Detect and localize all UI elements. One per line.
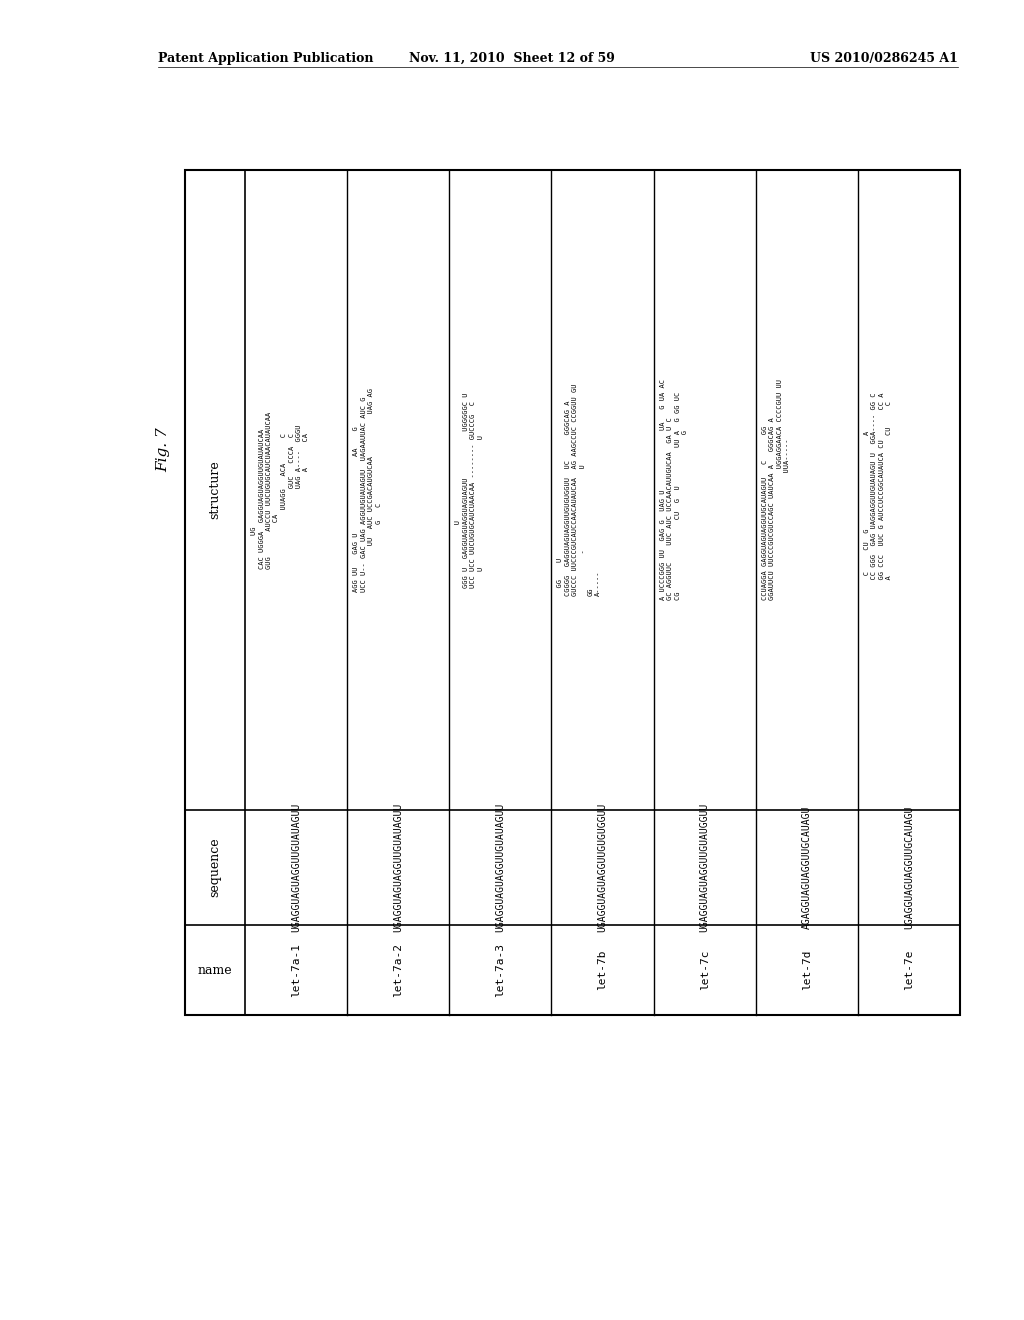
Text: sequence: sequence [209, 838, 221, 898]
Text: C     CU  G                      A
  CC GGG  GAG UAGGAGGUUGUAUAGU U  GGA---- GG : C CU G A CC GGG GAG UAGGAGGUUGUAUAGU U G… [864, 392, 892, 587]
Text: UGAGGUAGUAGGUUGUAUAGUU: UGAGGUAGUAGGUUGUAUAGUU [291, 803, 301, 932]
Text: AGAGGUAGUAGGUUGCAUAGU: AGAGGUAGUAGGUUGCAUAGU [802, 805, 812, 929]
Text: CCUAGGA GAGGUAGUAGGUUGCAUAGUU   C      GG
GGAUUCU UUCCCGUCGUCCAGC UAUCAA A   GGG: CCUAGGA GAGGUAGUAGGUUGCAUAGUU C GG GGAUU… [762, 380, 791, 601]
Text: UGAGGUAGUAGGUUGUAUAGUU: UGAGGUAGUAGGUUGUAUAGUU [393, 803, 403, 932]
Text: US 2010/0286245 A1: US 2010/0286245 A1 [810, 51, 958, 65]
Text: UGAGGUAGUAGGUUGCAUAGU: UGAGGUAGUAGGUUGCAUAGU [904, 805, 914, 929]
Text: A UCCCGGG UU  GAG G  UAG U              UA   G UA AC
GC AGGUUC    UUC AUC UCCAAC: A UCCCGGG UU GAG G UAG U UA G UA AC GC A… [659, 380, 688, 601]
Text: structure: structure [209, 461, 221, 519]
Text: let-7b: let-7b [597, 950, 607, 990]
Text: GG    U
CGGGG  GAGGUAGUAGGUUGUGUGGUU  UC      GGGCAG A
GUCCC UUCCCGUCAUCCAACAUAU: GG U CGGGG GAGGUAGUAGGUUGUGUGGUU UC GGGC… [557, 384, 601, 597]
Text: name: name [198, 964, 232, 977]
Text: let-7d: let-7d [802, 950, 812, 990]
Text: U
GGG U  GAGGUAGUAGGUAGUAGUU           UGGGGGC U
UCC UCC UUCUGUGCAUCUAACAA -----: U GGG U GAGGUAGUAGGUAGUAGUU UGGGGGC U UC… [456, 392, 483, 587]
Text: let-7a-2: let-7a-2 [393, 942, 403, 997]
Text: AGG UU   GAG U                  AA    G
UCC U-- GAC UAG AGGUUGUAUAGUU  UAGAAUUAC: AGG UU GAG U AA G UCC U-- GAC UAG AGGUUG… [353, 388, 382, 591]
Text: let-7c: let-7c [699, 950, 710, 990]
Text: UGAGGUAGUAGGUUGUAUAGUU: UGAGGUAGUAGGUUGUAUAGUU [496, 803, 506, 932]
Text: Patent Application Publication: Patent Application Publication [158, 51, 374, 65]
Text: UGAGGUAGUAGGUUGUAUGGUU: UGAGGUAGUAGGUUGUAUGGUU [699, 803, 710, 932]
Text: UG
CAC UGGGA  GAGGUAGUAGGUUGUAUAUCAA
GUG      AUCCU UUCUGUGCAUCUAACAUAUCAA
     : UG CAC UGGGA GAGGUAGUAGGUUGUAUAUCAA GUG … [251, 412, 309, 569]
Text: let-7a-1: let-7a-1 [291, 942, 301, 997]
Text: let-7e: let-7e [904, 950, 914, 990]
Text: Nov. 11, 2010  Sheet 12 of 59: Nov. 11, 2010 Sheet 12 of 59 [409, 51, 615, 65]
Bar [185, 170, 961, 1015]
Text: Fig. 7: Fig. 7 [156, 428, 170, 473]
Text: UGAGGUAGUAGGUUGUGUGGUU: UGAGGUAGUAGGUUGUGUGGUU [597, 803, 607, 932]
Text: let-7a-3: let-7a-3 [496, 942, 506, 997]
